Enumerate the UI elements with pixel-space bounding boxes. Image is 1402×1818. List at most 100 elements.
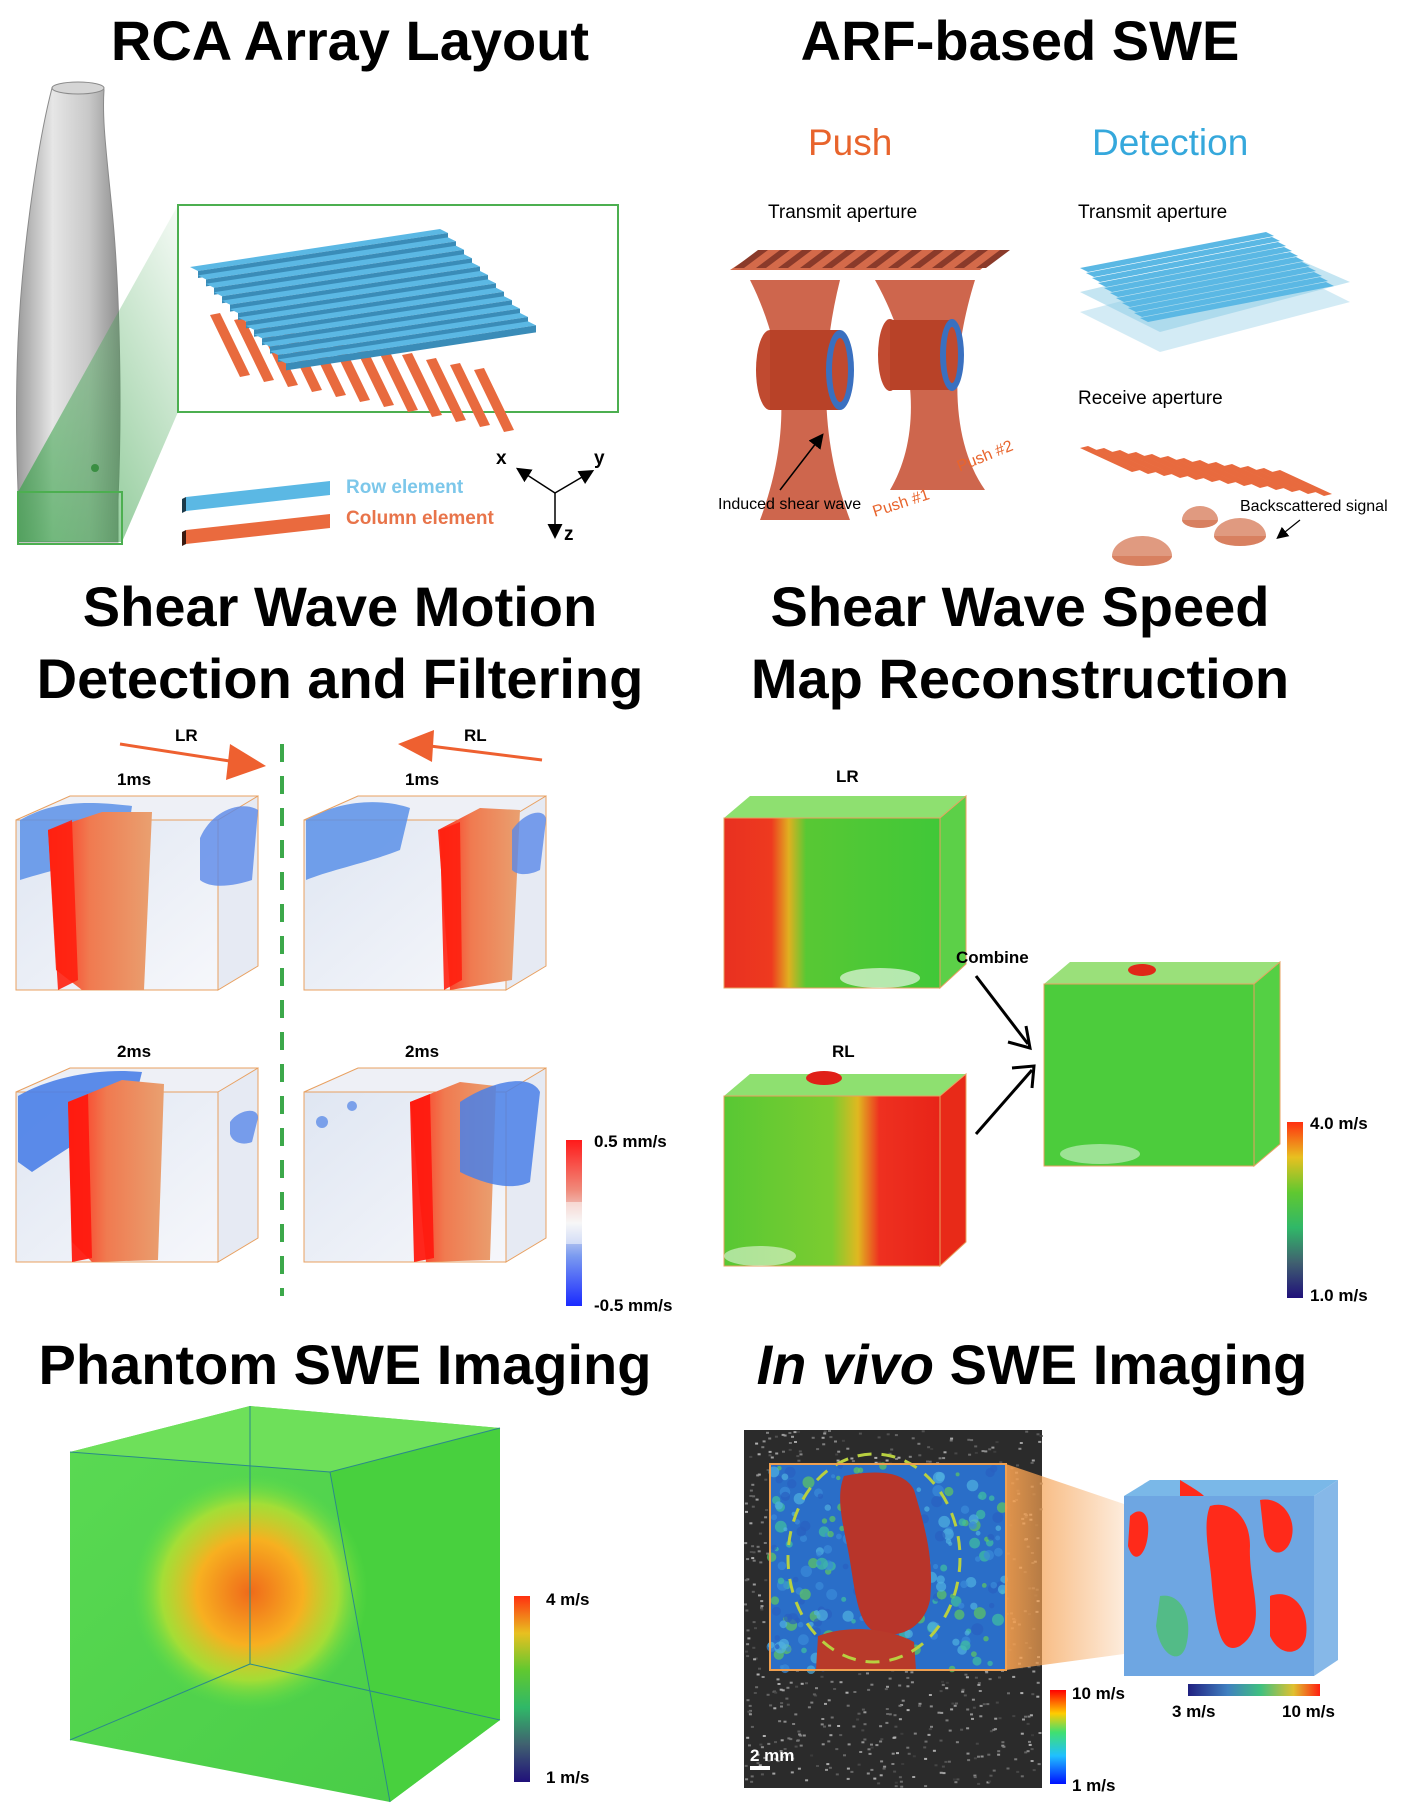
bmode-speckle: [988, 1678, 992, 1681]
bmode-speckle: [895, 1457, 899, 1460]
bmode-speckle: [954, 1452, 958, 1455]
bmode-speckle: [870, 1743, 873, 1746]
bmode-speckle: [989, 1730, 993, 1733]
bmode-speckle: [758, 1667, 761, 1670]
motion-rl-2ms-label: 2ms: [405, 1042, 440, 1061]
swe-overlay-texture: [971, 1623, 984, 1636]
invivo-3d-colorbar: [1188, 1684, 1320, 1696]
swe-overlay-texture: [816, 1560, 822, 1566]
bmode-speckle: [1031, 1459, 1035, 1462]
bmode-speckle: [751, 1590, 755, 1593]
bmode-speckle: [995, 1701, 999, 1704]
bmode-speckle: [866, 1772, 870, 1775]
bmode-speckle: [766, 1431, 769, 1434]
bmode-speckle: [953, 1704, 957, 1707]
bmode-speckle: [779, 1750, 783, 1752]
bmode-speckle: [1030, 1461, 1034, 1464]
bmode-speckle: [835, 1748, 839, 1751]
bmode-speckle: [752, 1551, 756, 1554]
bmode-speckle: [791, 1757, 795, 1760]
column-element-label: Column element: [346, 508, 494, 529]
bmode-speckle: [979, 1704, 983, 1707]
push-illustration: [730, 250, 1010, 520]
swe-overlay-texture: [970, 1602, 978, 1610]
bmode-speckle: [754, 1627, 757, 1630]
motion-lr-arrow: [119, 742, 266, 780]
bmode-speckle: [835, 1453, 839, 1456]
bmode-speckle: [858, 1673, 862, 1676]
bmode-speckle: [746, 1629, 750, 1632]
bmode-speckle: [886, 1713, 890, 1715]
swe-overlay-texture: [779, 1620, 788, 1629]
rca-legend-column: [182, 514, 330, 546]
swe-overlay-texture: [777, 1577, 785, 1585]
speedmap-colorbar: [1287, 1122, 1303, 1298]
bmode-speckle: [850, 1457, 854, 1460]
bmode-speckle: [845, 1691, 849, 1694]
swe-overlay-texture: [958, 1518, 967, 1526]
bmode-speckle: [821, 1436, 825, 1439]
bmode-speckle: [884, 1688, 888, 1691]
bmode-speckle: [787, 1754, 791, 1757]
bmode-speckle: [941, 1680, 945, 1683]
swe-overlay-texture: [969, 1537, 980, 1549]
bmode-speckle: [748, 1744, 751, 1747]
bmode-speckle: [930, 1448, 934, 1450]
swe-overlay-texture: [836, 1533, 842, 1540]
bmode-speckle: [997, 1753, 1001, 1756]
bmode-speckle: [885, 1721, 889, 1724]
bmode-speckle: [897, 1456, 901, 1459]
bmode-speckle: [805, 1682, 808, 1685]
swe-overlay-texture: [774, 1501, 783, 1510]
bmode-speckle: [746, 1578, 750, 1581]
swe-overlay-texture: [952, 1638, 960, 1646]
bmode-speckle: [893, 1736, 897, 1739]
bmode-speckle: [997, 1750, 1001, 1753]
bmode-speckle: [745, 1650, 749, 1653]
bmode-speckle: [1026, 1750, 1030, 1753]
row-element-slat: [198, 237, 456, 280]
swe-overlay-texture: [857, 1467, 864, 1473]
bmode-speckle: [759, 1561, 763, 1564]
bmode-speckle: [769, 1704, 773, 1707]
bmode-speckle: [797, 1459, 801, 1462]
bmode-speckle: [921, 1430, 925, 1433]
bmode-speckle: [918, 1704, 922, 1707]
bmode-speckle: [873, 1777, 877, 1780]
motion-rl-1ms-label: 1ms: [405, 770, 440, 789]
bmode-speckle: [906, 1746, 910, 1749]
bmode-speckle: [906, 1709, 910, 1712]
swe-overlay-texture: [836, 1475, 841, 1481]
bmode-speckle: [746, 1736, 750, 1739]
swe-overlay-texture: [935, 1472, 945, 1482]
swe-overlay-texture: [934, 1530, 946, 1542]
bmode-speckle: [851, 1460, 855, 1463]
row-element-label: Row element: [346, 477, 464, 498]
swe-overlay-texture: [996, 1502, 1008, 1513]
axis-x-label: x: [496, 448, 507, 469]
bmode-speckle: [870, 1768, 874, 1771]
bmode-speckle: [879, 1774, 883, 1777]
swe-overlay-texture: [815, 1581, 824, 1591]
bmode-speckle: [911, 1437, 915, 1440]
bmode-speckle: [978, 1690, 982, 1692]
bmode-speckle: [750, 1775, 754, 1778]
bmode-speckle: [744, 1603, 747, 1606]
motion-title-line1: Shear Wave Motion: [82, 575, 598, 638]
bmode-speckle: [1024, 1715, 1027, 1718]
bmode-speckle: [1039, 1435, 1043, 1437]
swe-overlay-texture: [972, 1656, 982, 1666]
bmode-speckle: [867, 1688, 871, 1691]
bmode-speckle: [929, 1705, 933, 1708]
bmode-speckle: [898, 1776, 902, 1779]
bmode-speckle: [794, 1713, 798, 1716]
detection-array-slat: [1140, 282, 1334, 322]
bmode-speckle: [1022, 1718, 1025, 1721]
bmode-speckle: [907, 1752, 911, 1755]
bmode-speckle: [1016, 1464, 1019, 1467]
row-element-slat: [246, 287, 504, 330]
bmode-speckle: [757, 1473, 761, 1476]
phantom-colorbar: [514, 1596, 530, 1782]
swe-overlay-texture: [798, 1598, 805, 1605]
bmode-speckle: [939, 1690, 943, 1693]
